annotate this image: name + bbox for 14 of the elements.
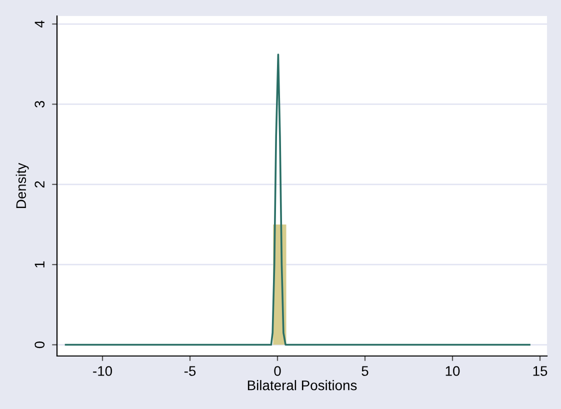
- x-tick-label: 10: [446, 366, 460, 376]
- y-tick-label: 1: [34, 261, 44, 268]
- x-tick-label: 5: [362, 366, 368, 376]
- x-tick-label: 15: [533, 366, 548, 376]
- y-tick-label: 0: [34, 341, 45, 348]
- x-tick-label: -5: [184, 366, 196, 376]
- y-tick-label: 3: [34, 100, 45, 108]
- y-tick-label: 2: [34, 181, 44, 188]
- x-tick-label: -10: [93, 366, 112, 376]
- line-series: [64, 54, 530, 346]
- y-tick-label: 4: [34, 20, 44, 28]
- x-axis-title: Bilateral Positions: [248, 380, 357, 390]
- y-axis-title: Density: [16, 162, 29, 208]
- x-tick-label: 0: [274, 366, 281, 376]
